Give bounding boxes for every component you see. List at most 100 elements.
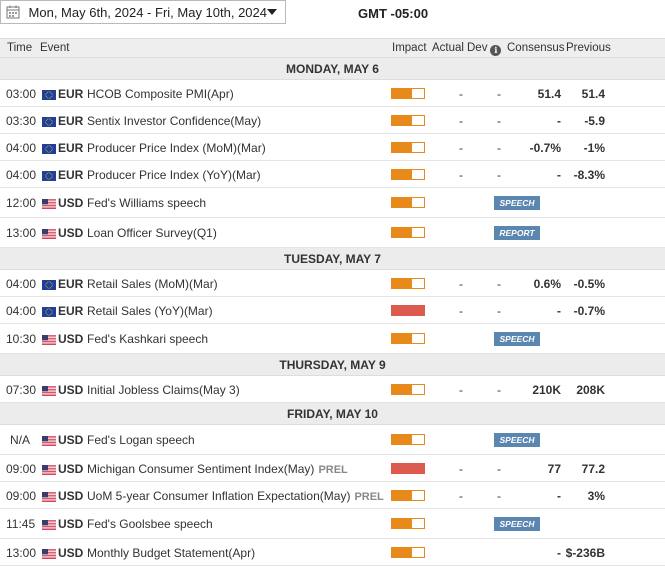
us-flag-icon (42, 435, 56, 446)
actual-value: - (459, 87, 463, 101)
prel-badge: PREL (318, 464, 348, 476)
event-name[interactable]: Fed's Williams speech (87, 196, 206, 210)
event-name[interactable]: Retail Sales (YoY)(Mar) (87, 304, 213, 318)
event-currency: USD (58, 433, 84, 447)
eu-flag-icon (42, 143, 56, 154)
table-row[interactable]: 04:00 EUR Retail Sales (MoM)(Mar) - - 0.6% -0.… (0, 270, 665, 297)
actual-value: - (459, 383, 463, 397)
impact-bar (391, 490, 425, 501)
event-time: 03:00 (6, 87, 37, 101)
previous-value: 77.2 (581, 462, 605, 476)
event-name-cell[interactable]: Fed's Goolsbee speech (87, 517, 213, 531)
event-name-cell[interactable]: Loan Officer Survey(Q1) (87, 226, 217, 240)
us-flag-icon (42, 198, 56, 209)
impact-bar (391, 88, 425, 99)
event-time: 09:00 (6, 462, 37, 476)
speech-badge[interactable]: SPEECH (494, 196, 540, 210)
table-row[interactable]: 04:00 EUR Producer Price Index (YoY)(Mar) -… (0, 161, 665, 188)
impact-bar (391, 142, 425, 153)
event-name[interactable]: Fed's Logan speech (87, 433, 195, 447)
table-row[interactable]: 04:00 EUR Producer Price Index (MoM)(Mar) -… (0, 134, 665, 161)
event-time: 07:30 (6, 383, 37, 397)
info-icon[interactable]: i (490, 45, 502, 56)
event-name-cell[interactable]: UoM 5-year Consumer Inflation Expectatio… (87, 489, 384, 503)
speech-badge[interactable]: SPEECH (494, 332, 540, 346)
day-header: FRIDAY, MAY 10 (0, 403, 665, 425)
event-name-cell[interactable]: Fed's Kashkari speech (87, 332, 208, 346)
event-time: 12:00 (6, 196, 37, 210)
table-row[interactable]: 09:00 USD Michigan Consumer Sentiment Inde… (0, 455, 665, 482)
previous-value: 51.4 (581, 87, 605, 101)
event-name-cell[interactable]: HCOB Composite PMI(Apr) (87, 87, 234, 101)
deviation-value: - (497, 141, 501, 155)
event-time: 04:00 (6, 141, 37, 155)
us-flag-icon (42, 228, 56, 239)
event-name-cell[interactable]: Michigan Consumer Sentiment Index(May) PR… (87, 462, 348, 476)
actual-value: - (459, 168, 463, 182)
deviation-value: - (497, 383, 501, 397)
table-row[interactable]: 03:30 EUR Sentix Investor Confidence(May) -… (0, 107, 665, 134)
event-currency: EUR (58, 277, 84, 291)
speech-badge[interactable]: SPEECH (494, 517, 540, 531)
table-row[interactable]: 13:00 USD Monthly Budget Statement(Apr) - $-… (0, 539, 665, 566)
table-row[interactable]: 10:30 USD Fed's Kashkari speech SPEECH (0, 324, 665, 354)
event-name[interactable]: HCOB Composite PMI(Apr) (87, 87, 234, 101)
event-time: 04:00 (6, 168, 37, 182)
actual-value: - (459, 114, 463, 128)
table-row[interactable]: 13:00 USD Loan Officer Survey(Q1) REPORT (0, 218, 665, 248)
table-row[interactable]: N/A USD Fed's Logan speech SPEECH (0, 425, 665, 455)
event-name[interactable]: Sentix Investor Confidence(May) (87, 114, 262, 128)
date-range-picker[interactable]: Mon, May 6th, 2024 - Fri, May 10th, 2024 (0, 0, 286, 24)
impact-bar (391, 434, 425, 445)
event-name-cell[interactable]: Producer Price Index (MoM)(Mar) (87, 141, 266, 155)
eu-flag-icon (42, 306, 56, 317)
event-time: 13:00 (6, 226, 37, 240)
deviation-value: - (497, 277, 501, 291)
event-name[interactable]: Initial Jobless Claims(May 3) (87, 383, 240, 397)
table-row[interactable]: 07:30 USD Initial Jobless Claims(May 3) - - 2… (0, 376, 665, 403)
event-name[interactable]: UoM 5-year Consumer Inflation Expectatio… (87, 489, 351, 503)
consensus-value: -0.7% (529, 141, 561, 155)
table-row[interactable]: 03:00 EUR HCOB Composite PMI(Apr) - - 51.4 51.… (0, 80, 665, 107)
event-time: 04:00 (6, 304, 37, 318)
event-name[interactable]: Producer Price Index (YoY)(Mar) (87, 168, 261, 182)
event-name-cell[interactable]: Initial Jobless Claims(May 3) (87, 383, 240, 397)
us-flag-icon (42, 385, 56, 396)
actual-value: - (459, 141, 463, 155)
event-currency: EUR (58, 114, 84, 128)
event-name-cell[interactable]: Retail Sales (MoM)(Mar) (87, 277, 218, 291)
event-name[interactable]: Fed's Goolsbee speech (87, 517, 213, 531)
event-name[interactable]: Producer Price Index (MoM)(Mar) (87, 141, 266, 155)
consensus-value: - (557, 304, 561, 318)
chevron-down-icon[interactable] (267, 9, 277, 15)
event-name-cell[interactable]: Fed's Williams speech (87, 196, 206, 210)
col-dev-label: Dev (467, 42, 488, 54)
table-row[interactable]: 04:00 EUR Retail Sales (YoY)(Mar) - - - -0.7% (0, 297, 665, 324)
speech-badge[interactable]: SPEECH (494, 433, 540, 447)
event-name[interactable]: Loan Officer Survey(Q1) (87, 226, 217, 240)
col-dev: Dev i (467, 42, 502, 56)
event-name[interactable]: Monthly Budget Statement(Apr) (87, 546, 256, 560)
event-name-cell[interactable]: Sentix Investor Confidence(May) (87, 114, 261, 128)
event-name-cell[interactable]: Monthly Budget Statement(Apr) (87, 546, 255, 560)
us-flag-icon (42, 464, 56, 475)
impact-bar (391, 227, 425, 238)
event-name-cell[interactable]: Retail Sales (YoY)(Mar) (87, 304, 213, 318)
previous-value: 3% (587, 489, 605, 503)
day-header: MONDAY, MAY 6 (0, 58, 665, 80)
report-badge[interactable]: REPORT (494, 226, 540, 240)
impact-bar (391, 197, 425, 208)
impact-bar (391, 518, 425, 529)
event-name-cell[interactable]: Fed's Logan speech (87, 433, 195, 447)
table-row[interactable]: 11:45 USD Fed's Goolsbee speech SPEECH (0, 509, 665, 539)
day-header: TUESDAY, MAY 7 (0, 248, 665, 270)
event-currency: EUR (58, 304, 84, 318)
table-row[interactable]: 12:00 USD Fed's Williams speech SPEECH (0, 188, 665, 218)
event-name[interactable]: Michigan Consumer Sentiment Index(May) (87, 462, 315, 476)
event-name-cell[interactable]: Producer Price Index (YoY)(Mar) (87, 168, 261, 182)
us-flag-icon (42, 334, 56, 345)
event-name[interactable]: Fed's Kashkari speech (87, 332, 209, 346)
event-name[interactable]: Retail Sales (MoM)(Mar) (87, 277, 218, 291)
table-row[interactable]: 09:00 USD UoM 5-year Consumer Inflation Ex… (0, 482, 665, 509)
us-flag-icon (42, 519, 56, 530)
